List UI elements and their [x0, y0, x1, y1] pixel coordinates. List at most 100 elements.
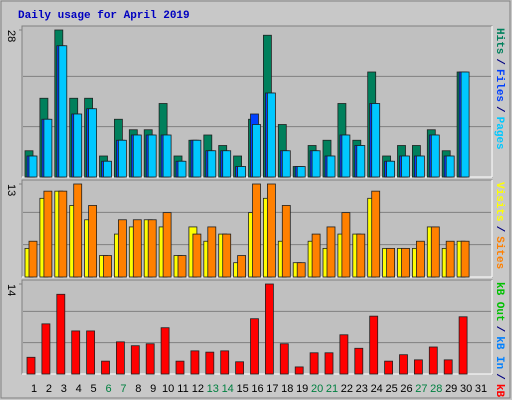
- legend-entry: Hits: [493, 28, 505, 54]
- bar: [264, 283, 274, 375]
- bar: [116, 341, 125, 375]
- x-tick-label: 31: [475, 383, 487, 395]
- bar: [41, 323, 51, 375]
- x-tick-label: 12: [192, 383, 204, 395]
- bar: [71, 330, 81, 375]
- bar: [101, 360, 110, 375]
- x-tick-label: 2: [46, 383, 52, 395]
- legend: kB Out / kB In / kB F: [493, 282, 505, 400]
- y-tick-label: 13: [5, 184, 17, 196]
- x-tick-label: 18: [281, 383, 293, 395]
- bar: [311, 233, 321, 278]
- bar: [162, 134, 172, 178]
- x-tick-label: 23: [356, 383, 368, 395]
- x-tick-label: 17: [266, 383, 278, 395]
- bar: [222, 150, 232, 178]
- bar: [384, 360, 394, 375]
- bar: [237, 166, 247, 178]
- x-tick-label: 14: [222, 383, 234, 395]
- bar: [356, 145, 366, 178]
- legend-separator: /: [493, 326, 505, 333]
- legend-entry: Pages: [493, 117, 505, 150]
- bar: [222, 233, 232, 278]
- bar: [341, 212, 351, 278]
- bar: [207, 150, 217, 178]
- bar: [147, 219, 157, 278]
- x-tick-label: 16: [251, 383, 263, 395]
- x-tick-label: 21: [326, 383, 338, 395]
- legend-entry: kB Out: [493, 282, 505, 322]
- bar: [190, 350, 200, 375]
- bar: [326, 155, 336, 178]
- bar: [73, 113, 83, 178]
- bar: [266, 92, 276, 178]
- bar: [205, 351, 215, 375]
- x-tick-label: 7: [120, 383, 126, 395]
- bar: [207, 226, 217, 278]
- bar: [281, 150, 291, 178]
- bar: [386, 160, 396, 178]
- bar: [460, 71, 470, 178]
- bar: [326, 226, 336, 278]
- x-tick-label: 10: [162, 383, 174, 395]
- bar: [371, 190, 381, 278]
- bar: [43, 118, 53, 178]
- bar: [324, 352, 334, 375]
- bar: [43, 190, 53, 278]
- bar: [26, 356, 36, 375]
- bar: [88, 108, 97, 178]
- bar: [28, 240, 38, 278]
- bar: [58, 45, 68, 178]
- bar: [192, 233, 202, 278]
- bar: [160, 327, 170, 375]
- bar: [460, 240, 470, 278]
- bar: [252, 124, 261, 178]
- bar: [339, 334, 349, 375]
- bar: [309, 352, 319, 375]
- bar: [445, 155, 455, 178]
- bar: [103, 255, 112, 278]
- y-tick-label: 14: [5, 284, 17, 296]
- x-tick-label: 25: [385, 383, 397, 395]
- bar: [415, 155, 425, 178]
- x-tick-label: 5: [91, 383, 97, 395]
- bar: [311, 150, 321, 178]
- bar: [192, 139, 202, 178]
- bar: [177, 160, 187, 178]
- bar: [399, 354, 408, 375]
- bar: [177, 255, 187, 278]
- bar: [86, 330, 95, 375]
- bar: [220, 350, 230, 375]
- x-tick-label: 19: [296, 383, 308, 395]
- x-tick-label: 26: [400, 383, 412, 395]
- bar: [401, 247, 410, 278]
- bar: [118, 219, 127, 278]
- x-tick-label: 30: [460, 383, 472, 395]
- x-tick-label: 9: [150, 383, 156, 395]
- bar: [428, 346, 438, 375]
- bar: [175, 360, 185, 375]
- bar: [296, 262, 306, 278]
- bar: [132, 219, 142, 278]
- bar: [28, 155, 38, 178]
- bar: [296, 166, 306, 178]
- bar: [252, 183, 261, 278]
- y-tick-label: 28: [5, 30, 17, 42]
- legend-separator: /: [493, 226, 505, 233]
- bar: [103, 160, 112, 178]
- legend-entry: kB F: [493, 384, 505, 400]
- bar: [430, 226, 440, 278]
- x-tick-label: 13: [207, 383, 219, 395]
- x-tick-label: 24: [371, 383, 383, 395]
- x-tick-label: 4: [76, 383, 82, 395]
- legend-entry: Visits: [493, 182, 505, 222]
- legend-separator: /: [493, 58, 505, 65]
- bar: [281, 205, 291, 278]
- legend-entry: kB In: [493, 336, 505, 369]
- bar: [356, 233, 366, 278]
- bar: [147, 134, 157, 178]
- chart-title: Daily usage for April 2019: [18, 10, 190, 22]
- bar: [56, 293, 66, 375]
- bar: [445, 240, 455, 278]
- bar: [369, 315, 379, 375]
